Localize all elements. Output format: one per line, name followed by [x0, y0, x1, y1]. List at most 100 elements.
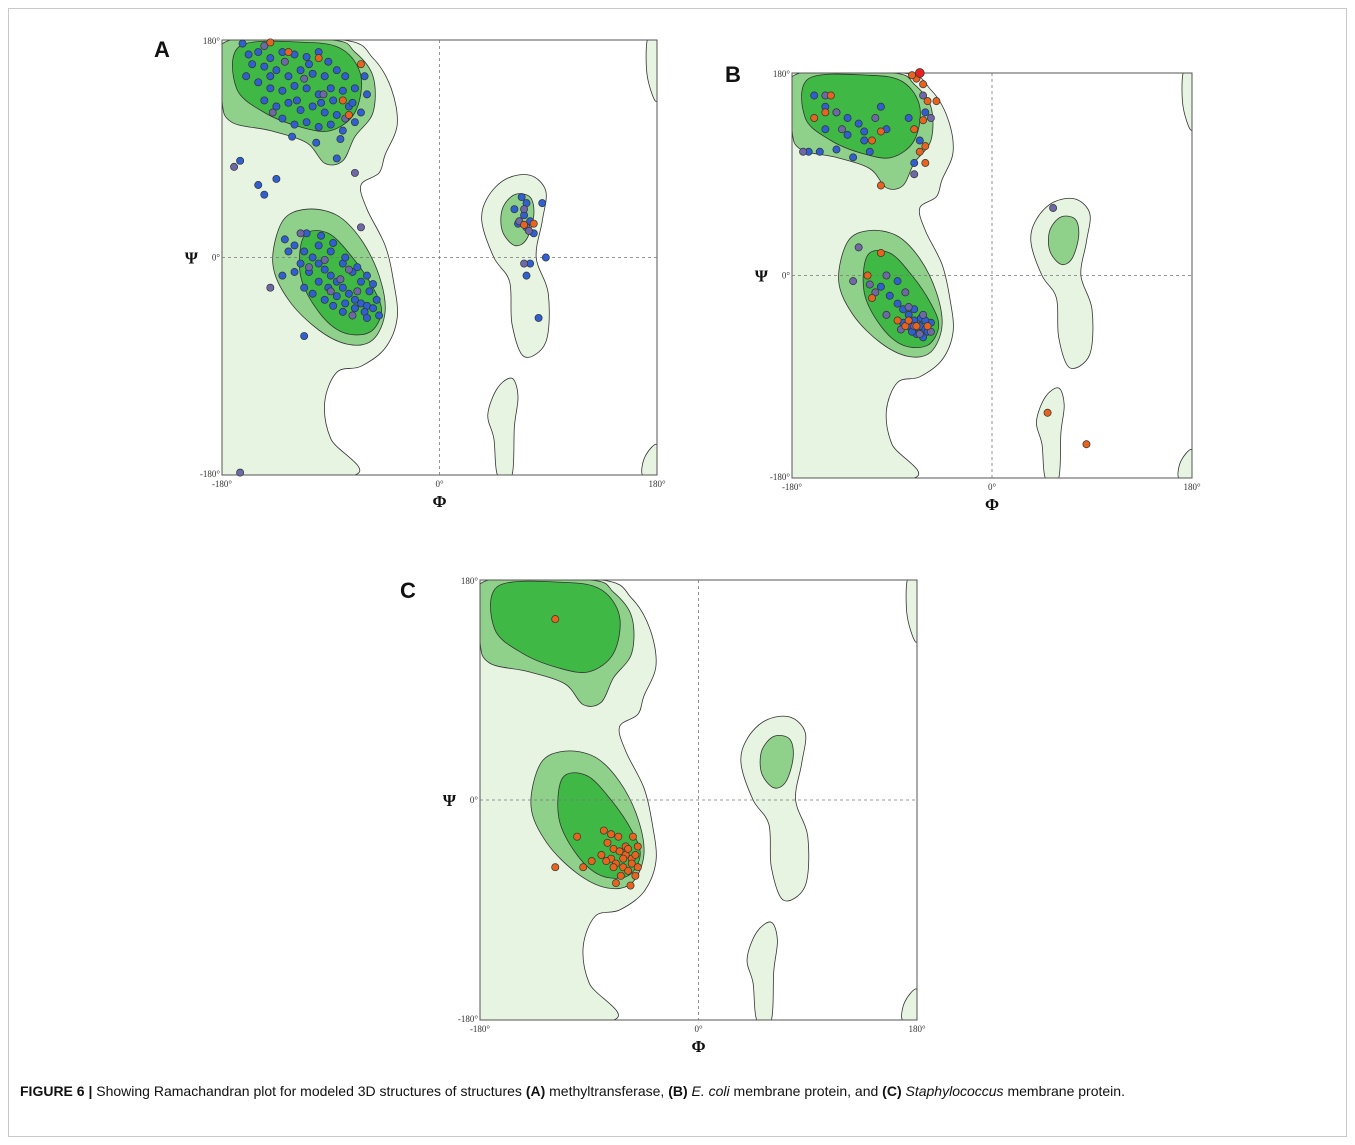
y-tick-label: 180°	[773, 69, 791, 79]
point-blue-89	[290, 268, 299, 276]
point-blue-52	[336, 135, 345, 144]
panel-letter-a: A	[154, 37, 170, 62]
point-blue-118	[534, 313, 543, 322]
point-purple-2	[871, 114, 880, 122]
point-blue-56	[254, 181, 263, 189]
point-purple-15	[904, 303, 913, 311]
point-purple-6	[832, 108, 841, 117]
point-blue-114	[538, 199, 547, 208]
point-purple-10	[882, 271, 891, 280]
y-axis-label: Ψ	[755, 267, 769, 286]
point-orange-12	[863, 271, 872, 280]
point-orange-9	[915, 147, 924, 156]
point-purple-12	[901, 288, 910, 297]
point-purple-15	[266, 283, 275, 292]
point-purple-5	[926, 114, 935, 122]
point-blue-45	[363, 90, 371, 99]
caption-text-1: Showing Ramachandran plot for modeled 3D…	[92, 1083, 526, 1099]
point-blue-9	[260, 62, 269, 71]
point-blue-107	[517, 193, 526, 202]
point-blue-82	[314, 241, 323, 250]
y-tick-label: -180°	[200, 469, 220, 479]
point-blue-60	[280, 235, 289, 244]
point-orange-31	[628, 832, 637, 841]
point-blue-30	[332, 110, 341, 119]
point-blue-96	[317, 231, 326, 240]
point-blue-27	[296, 106, 305, 115]
point-purple-16	[919, 310, 928, 319]
point-purple-2	[300, 74, 309, 83]
point-purple-1	[838, 125, 846, 134]
point-orange-19	[876, 181, 885, 190]
point-blue-76	[314, 277, 323, 286]
point-blue-41	[305, 60, 313, 69]
point-blue-74	[296, 259, 305, 268]
region-generous-2	[487, 377, 519, 475]
point-orange-0	[551, 615, 560, 624]
point-orange-6	[919, 80, 928, 89]
point-purple-22	[520, 259, 529, 268]
point-blue-26	[284, 98, 293, 107]
point-blue-93	[329, 301, 338, 310]
point-orange-5	[615, 847, 624, 856]
point-blue-105	[363, 313, 371, 322]
point-blue-47	[242, 72, 251, 81]
point-blue-51	[348, 98, 357, 107]
point-blue-16	[915, 136, 924, 145]
point-blue-29	[320, 108, 329, 117]
point-blue-78	[332, 292, 341, 301]
point-orange-16	[912, 322, 921, 331]
x-tick-label: 0°	[694, 1024, 703, 1034]
point-blue-10	[272, 66, 281, 75]
point-purple-8	[849, 277, 858, 286]
point-blue-19	[290, 81, 299, 90]
point-blue-13	[308, 69, 317, 78]
point-blue-103	[278, 271, 287, 280]
point-blue-14	[320, 72, 329, 81]
point-blue-50	[329, 96, 338, 105]
y-tick-label: -180°	[458, 1014, 478, 1024]
point-blue-91	[308, 289, 317, 298]
region-generous-4	[1177, 448, 1192, 478]
point-red-0	[914, 68, 925, 78]
point-orange-1	[826, 91, 835, 100]
y-tick-label: 180°	[461, 576, 479, 586]
ramachandran-plot-b: -180° 0° 180° 180° 0° -180° Φ Ψ	[755, 68, 1201, 514]
point-orange-15	[614, 832, 623, 841]
point-orange-19	[587, 857, 596, 866]
point-blue-20	[876, 282, 885, 291]
point-orange-0	[821, 108, 830, 117]
region-generous-4	[901, 988, 917, 1020]
point-blue-102	[284, 247, 293, 256]
point-purple-16	[305, 263, 313, 272]
y-tick-label: 180°	[203, 36, 221, 46]
point-orange-22	[597, 851, 606, 859]
point-orange-30	[633, 863, 642, 872]
x-tick-label: 180°	[648, 479, 666, 489]
point-purple-7	[230, 162, 239, 171]
point-blue-99	[353, 263, 362, 272]
point-orange-10	[921, 142, 930, 151]
point-purple-10	[320, 255, 329, 264]
point-orange-15	[893, 316, 902, 325]
point-purple-23	[236, 468, 245, 477]
point-orange-29	[619, 854, 628, 863]
point-blue-43	[341, 72, 350, 81]
ramachandran-plot-c: -180° 0° 180° 180° 0° -180° Φ Ψ	[443, 576, 926, 1056]
point-blue-104	[300, 332, 309, 340]
region-generous-2	[1035, 387, 1065, 478]
x-tick-label: -180°	[212, 479, 232, 489]
point-purple-1	[280, 57, 289, 66]
point-orange-5	[357, 60, 365, 69]
region-allowed-2	[1047, 215, 1080, 266]
point-blue-86	[357, 277, 365, 286]
point-purple-11	[336, 275, 345, 284]
point-blue-115	[541, 253, 550, 262]
point-blue-22	[326, 84, 335, 93]
point-orange-28	[602, 857, 611, 866]
point-blue-0	[238, 39, 247, 48]
point-blue-7	[860, 127, 869, 136]
point-blue-48	[292, 96, 301, 105]
point-orange-11	[876, 249, 885, 257]
point-blue-22	[893, 299, 902, 308]
